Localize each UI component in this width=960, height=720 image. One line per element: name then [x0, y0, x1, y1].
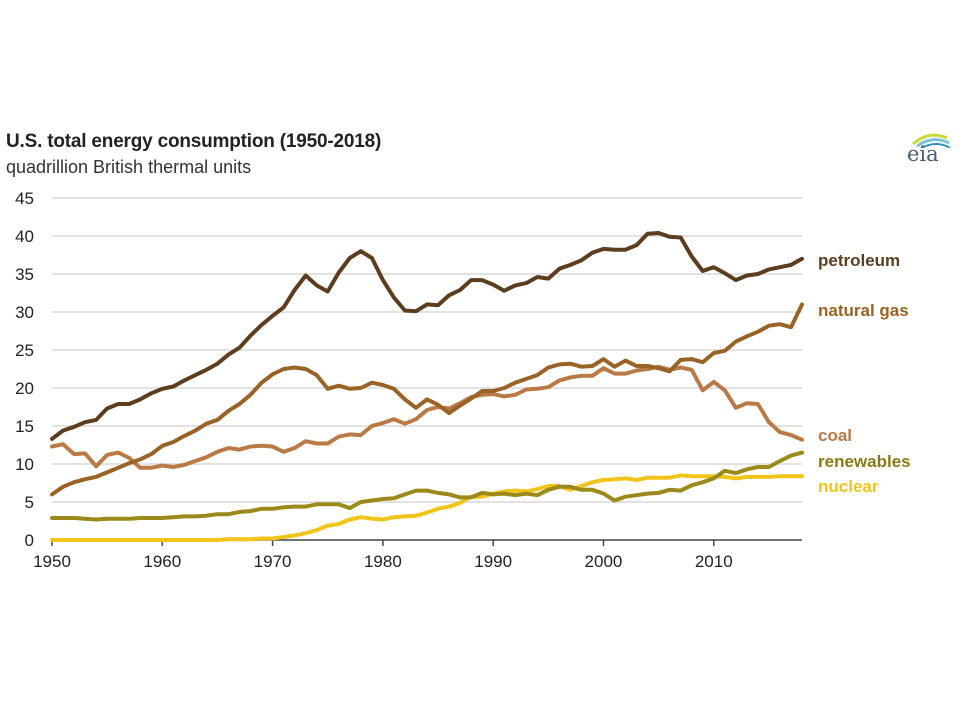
- chart-title: U.S. total energy consumption (1950-2018…: [6, 131, 382, 152]
- series-label-natural-gas: natural gas: [818, 301, 909, 320]
- series-line-renewables: [50, 450, 804, 522]
- x-tick-label: 1950: [33, 552, 71, 571]
- series-lines: [50, 231, 804, 542]
- series-label-coal: coal: [818, 426, 852, 445]
- series-label-renewables: renewables: [818, 452, 911, 471]
- series-line-natural-gas: [50, 302, 804, 497]
- y-tick-label: 30: [15, 303, 34, 322]
- y-tick-label: 15: [15, 417, 34, 436]
- x-tick-label: 1980: [364, 552, 402, 571]
- eia-logo-text: eia: [907, 142, 939, 166]
- x-tick-label: 1960: [143, 552, 181, 571]
- series-labels: petroleum natural gas coal renewables nuclea…: [818, 251, 911, 496]
- series-line-coal: [50, 364, 804, 470]
- x-tick-label: 2000: [585, 552, 623, 571]
- eia-logo: eia: [903, 128, 953, 176]
- y-tick-label: 20: [15, 379, 34, 398]
- y-tick-label: 35: [15, 265, 34, 284]
- gridlines: [52, 197, 802, 503]
- y-axis-ticks: 0 5 10 15 20 25 30 35 40 45: [15, 189, 34, 550]
- series-label-nuclear: nuclear: [818, 477, 879, 496]
- y-tick-label: 10: [15, 455, 34, 474]
- chart-subtitle: quadrillion British thermal units: [6, 157, 252, 177]
- x-axis: 1950 1960 1970 1980 1990 2000 2010: [33, 539, 802, 571]
- eia-logo-arc-icon: [912, 133, 951, 148]
- y-tick-label: 40: [15, 227, 34, 246]
- series-line-petroleum: [50, 231, 804, 441]
- series-label-petroleum: petroleum: [818, 251, 900, 270]
- y-tick-label: 5: [25, 493, 34, 512]
- y-tick-label: 0: [25, 531, 34, 550]
- x-tick-label: 2010: [695, 552, 733, 571]
- y-tick-label: 45: [15, 189, 34, 208]
- x-tick-label: 1970: [254, 552, 292, 571]
- y-tick-label: 25: [15, 341, 34, 360]
- series-line-nuclear: [50, 473, 804, 542]
- x-tick-label: 1990: [474, 552, 512, 571]
